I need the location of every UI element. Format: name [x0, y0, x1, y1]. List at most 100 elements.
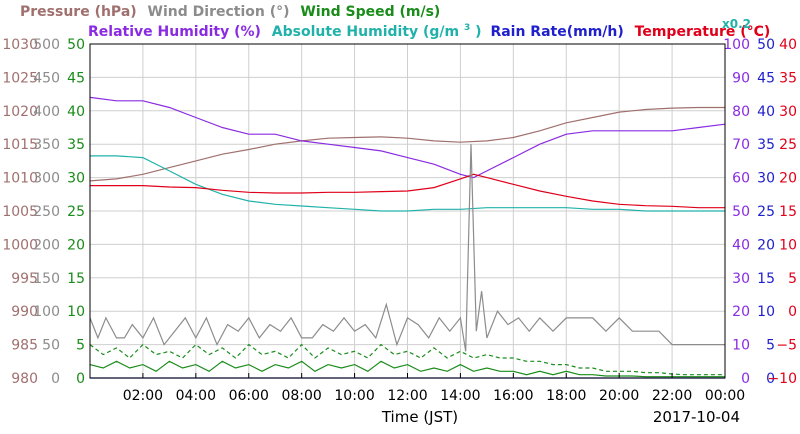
tick-label-rain-rate: 20 [757, 237, 775, 253]
tick-label-wind-direction: 450 [33, 70, 60, 86]
right-axes: 1009080706050403020100504540353025201510… [723, 37, 797, 387]
tick-label-wind-speed: 50 [67, 37, 85, 53]
tick-label-temperature: 20 [779, 171, 797, 187]
tick-label-temperature: 0 [788, 304, 797, 320]
tick-label-wind-speed: 25 [67, 204, 85, 220]
tick-label-wind-speed: 20 [67, 237, 85, 253]
tick-label-relative-humidity: 80 [732, 104, 750, 120]
tick-label-pressure: 985 [11, 338, 38, 354]
legend-pressure: Pressure (hPa) [20, 4, 137, 20]
tick-label-pressure: 1005 [2, 204, 38, 220]
series-wind-direction-line [89, 144, 725, 352]
tick-label-rain-rate: 25 [757, 204, 775, 220]
tick-label-pressure: 1025 [2, 70, 38, 86]
tick-label-wind-speed: 5 [76, 338, 85, 354]
x-tick-label: 16:00 [493, 388, 533, 404]
legend-x02: x0.2 [722, 17, 751, 31]
tick-label-relative-humidity: 30 [732, 271, 750, 287]
x-tick-label: 14:00 [440, 388, 480, 404]
tick-label-rain-rate: 30 [757, 171, 775, 187]
legend-line-1: Pressure (hPa) Wind Direction (°) Wind S… [20, 4, 440, 20]
x-axis: 02:00 04:00 06:00 08:00 10:00 12:00 14:00 16:00… [123, 373, 745, 404]
tick-label-pressure: 1030 [2, 37, 38, 53]
legend-rain-rate: Rain Rate(mm/h) [490, 24, 623, 40]
legend-relative-humidity: Relative Humidity (%) [88, 24, 261, 40]
tick-label-rain-rate: 50 [757, 37, 775, 53]
legend-absolute-humidity-sup: 3 [464, 23, 470, 33]
tick-label-wind-direction: 500 [33, 37, 60, 53]
legend-temperature: Temperature (°C) [635, 24, 771, 40]
date-label: 2017-10-04 [653, 408, 740, 426]
legend-line-2: Relative Humidity (%) Absolute Humidity … [88, 18, 770, 40]
left-axes: 1030102510201015101010051000995990985980… [2, 37, 85, 387]
x-axis-label: Time (JST) [381, 408, 458, 426]
tick-label-relative-humidity: 50 [732, 204, 750, 220]
x-tick-label: 12:00 [387, 388, 427, 404]
tick-label-relative-humidity: 10 [732, 338, 750, 354]
tick-label-temperature: 30 [779, 104, 797, 120]
tick-label-temperature: 35 [779, 70, 797, 86]
tick-label-pressure: 995 [11, 271, 38, 287]
tick-label-wind-speed: 10 [67, 304, 85, 320]
tick-label-relative-humidity: 0 [741, 371, 750, 387]
tick-label-wind-direction: 300 [33, 171, 60, 187]
tick-label-relative-humidity: 40 [732, 237, 750, 253]
tick-label-temperature: −5 [776, 338, 797, 354]
legend-wind-direction: Wind Direction (°) [148, 4, 290, 20]
series-relative-humidity-line [89, 96, 726, 179]
tick-label-rain-rate: 5 [766, 338, 775, 354]
tick-label-relative-humidity: 60 [732, 171, 750, 187]
x-tick-label: 20:00 [599, 388, 639, 404]
tick-label-rain-rate: 0 [766, 371, 775, 387]
tick-label-pressure: 1015 [2, 137, 38, 153]
tick-label-wind-speed: 0 [76, 371, 85, 387]
tick-label-wind-direction: 250 [33, 204, 60, 220]
tick-label-pressure: 1020 [2, 104, 38, 120]
tick-label-pressure: 1010 [2, 171, 38, 187]
legend-absolute-humidity: Absolute Humidity (g/m [272, 24, 459, 40]
tick-label-rain-rate: 35 [757, 137, 775, 153]
tick-label-relative-humidity: 100 [723, 37, 750, 53]
x-tick-label: 06:00 [229, 388, 269, 404]
legend-absolute-humidity-close: ) [475, 24, 481, 40]
tick-label-wind-speed: 35 [67, 137, 85, 153]
tick-label-temperature: 25 [779, 137, 797, 153]
tick-label-relative-humidity: 90 [732, 70, 750, 86]
tick-label-wind-direction: 50 [42, 338, 60, 354]
x-tick-label: 10:00 [334, 388, 374, 404]
tick-label-wind-direction: 200 [33, 237, 60, 253]
tick-label-temperature: −10 [767, 371, 797, 387]
tick-label-relative-humidity: 20 [732, 304, 750, 320]
series-pressure-line [89, 106, 725, 182]
tick-label-wind-direction: 0 [51, 371, 60, 387]
series-absolute-humidity-line [90, 155, 725, 212]
tick-label-wind-speed: 30 [67, 171, 85, 187]
tick-label-rain-rate: 45 [757, 70, 775, 86]
tick-label-relative-humidity: 70 [732, 137, 750, 153]
x-tick-label: 18:00 [546, 388, 586, 404]
tick-label-wind-speed: 45 [67, 70, 85, 86]
x-tick-label: 02:00 [123, 388, 163, 404]
tick-label-temperature: 15 [779, 204, 797, 220]
tick-label-wind-direction: 100 [33, 304, 60, 320]
tick-label-wind-direction: 350 [33, 137, 60, 153]
x-tick-label: 08:00 [281, 388, 321, 404]
x-tick-label: 22:00 [652, 388, 692, 404]
tick-label-wind-direction: 150 [33, 271, 60, 287]
tick-label-rain-rate: 15 [757, 271, 775, 287]
tick-label-rain-rate: 40 [757, 104, 775, 120]
tick-label-wind-direction: 400 [33, 104, 60, 120]
tick-label-pressure: 1000 [2, 237, 38, 253]
legend-wind-speed: Wind Speed (m/s) [300, 4, 440, 20]
tick-label-pressure: 990 [11, 304, 38, 320]
x-tick-label: 04:00 [176, 388, 216, 404]
tick-label-temperature: 40 [779, 37, 797, 53]
series-temperature-line [90, 173, 725, 209]
tick-label-pressure: 980 [11, 371, 38, 387]
tick-label-wind-speed: 40 [67, 104, 85, 120]
legend: Pressure (hPa) Wind Direction (°) Wind S… [20, 4, 770, 40]
tick-label-rain-rate: 10 [757, 304, 775, 320]
tick-label-temperature: 10 [779, 237, 797, 253]
x-tick-label: 00:00 [705, 388, 745, 404]
